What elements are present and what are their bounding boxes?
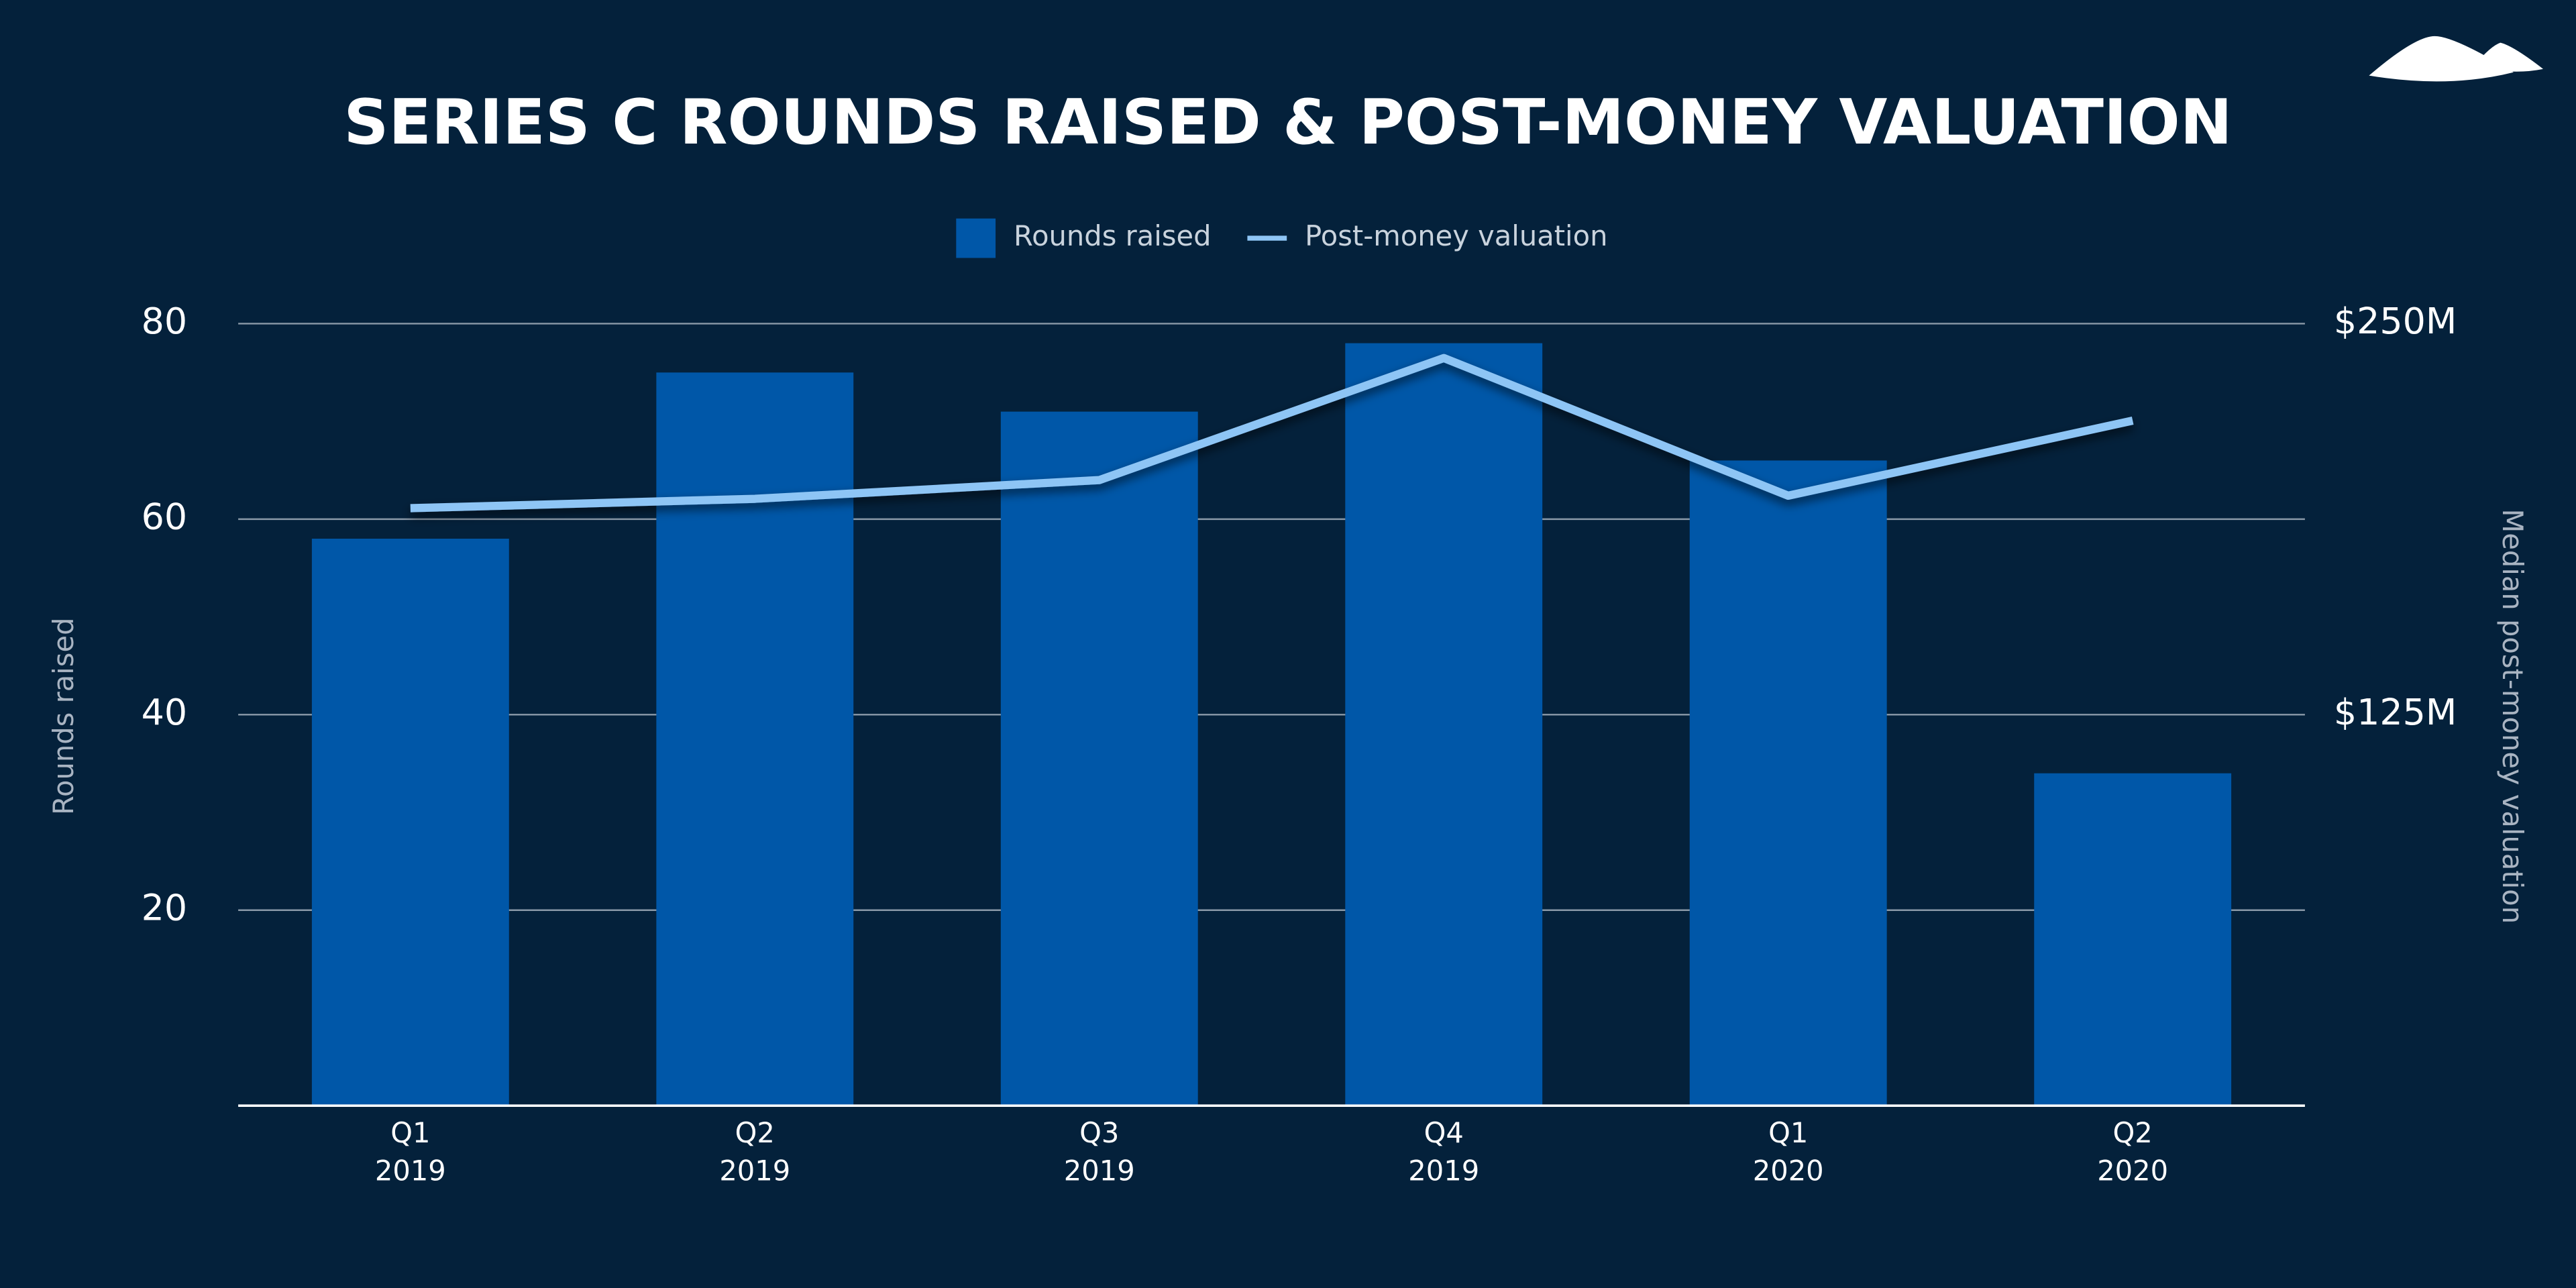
y2-tick-label: $125M (2334, 691, 2457, 733)
bar (1345, 343, 1543, 1106)
logo (2369, 36, 2544, 82)
x-tick-label: Q4 (1424, 1116, 1464, 1149)
y-tick-label: 20 (142, 886, 188, 928)
legend-swatch (956, 218, 996, 258)
y2-axis-title: Median post-money valuation (2496, 508, 2529, 924)
x-tick-label: Q1 (1768, 1116, 1808, 1149)
legend-label: Post-money valuation (1305, 219, 1607, 252)
chart-title: SERIES C ROUNDS RAISED & POST-MONEY VALU… (343, 86, 2232, 158)
y-tick-label: 60 (142, 496, 188, 538)
y-axis-title: Rounds raised (47, 617, 80, 815)
x-tick-label: Q2 (735, 1116, 775, 1149)
y-tick-label: 80 (142, 300, 188, 342)
line (410, 354, 2134, 513)
bar (1000, 411, 1198, 1106)
x-tick-label: Q1 (390, 1116, 430, 1149)
bar (2034, 773, 2232, 1106)
y-tick-label: 40 (142, 691, 188, 733)
legend-label: Rounds raised (1014, 219, 1212, 252)
x-tick-label: 2019 (719, 1155, 790, 1187)
y2-tick-label: $250M (2334, 300, 2457, 342)
x-tick-label: Q3 (1079, 1116, 1119, 1149)
bar (1689, 460, 1887, 1106)
x-tick-label: 2020 (2097, 1155, 2168, 1187)
x-tick-label: 2019 (1408, 1155, 1479, 1187)
x-tick-label: 2019 (1064, 1155, 1135, 1187)
legend: Rounds raised Post-money valuation (956, 218, 1607, 258)
x-tick-label: 2020 (1753, 1155, 1824, 1187)
x-tick-label: Q2 (2113, 1116, 2153, 1149)
x-tick-label: 2019 (375, 1155, 446, 1187)
bar (311, 539, 509, 1106)
bar (656, 372, 854, 1106)
